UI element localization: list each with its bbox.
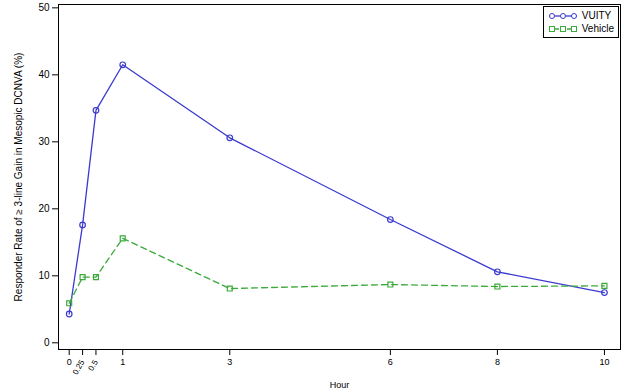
svg-text:Responder Rate of ≥ 3-line Gai: Responder Rate of ≥ 3-line Gain in Mesop… (13, 53, 24, 302)
html-text:Vehicle: Vehicle (581, 23, 614, 34)
svg-text:20: 20 (38, 203, 50, 214)
svg-text:3: 3 (227, 357, 232, 367)
svg-text:50: 50 (38, 2, 50, 13)
svg-text:10: 10 (599, 357, 609, 367)
svg-text:8: 8 (495, 357, 500, 367)
svg-text:0: 0 (67, 357, 72, 367)
svg-text:Hour: Hour (330, 380, 350, 390)
svg-text:0: 0 (44, 337, 50, 348)
svg-text:0.25: 0.25 (71, 358, 87, 376)
svg-text:10: 10 (38, 270, 50, 281)
svg-text:1: 1 (120, 357, 125, 367)
svg-text:40: 40 (38, 69, 50, 80)
svg-text:30: 30 (38, 136, 50, 147)
svg-text:6: 6 (388, 357, 393, 367)
html-text:VUITY: VUITY (581, 10, 612, 21)
svg-text:0.5: 0.5 (87, 358, 101, 373)
